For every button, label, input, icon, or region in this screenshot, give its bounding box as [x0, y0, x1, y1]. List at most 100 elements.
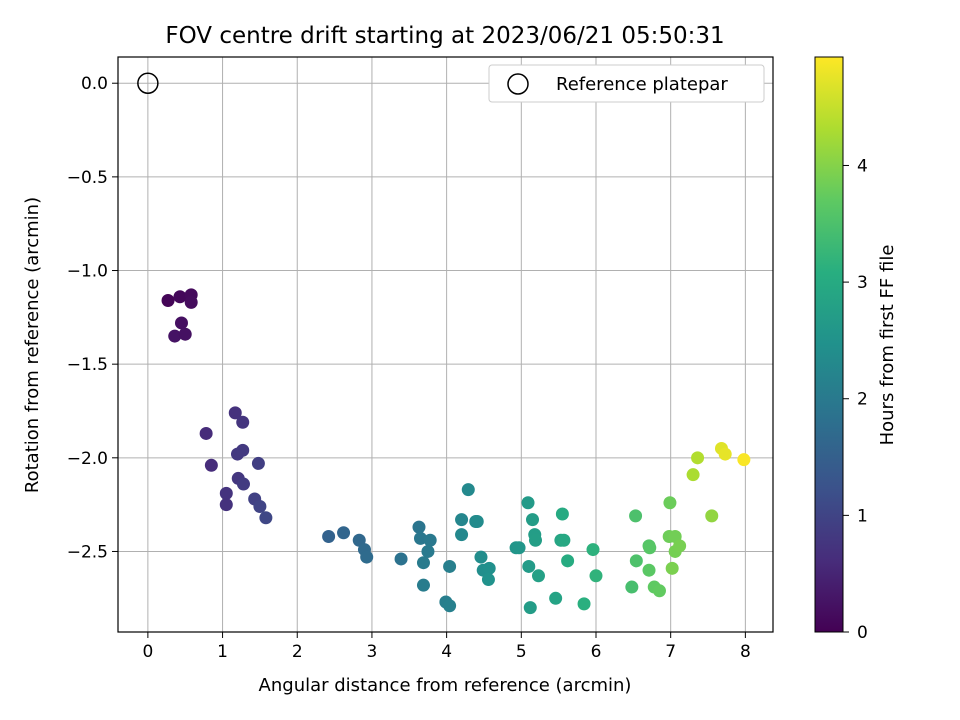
colorbar-tick-label: 3 [857, 273, 868, 293]
data-point [531, 569, 545, 583]
x-tick-label: 1 [217, 642, 228, 662]
colorbar-tick-label: 0 [857, 623, 868, 643]
data-point [173, 290, 187, 304]
data-point [455, 513, 469, 527]
x-tick-label: 6 [591, 642, 602, 662]
data-point [705, 509, 719, 523]
data-point [482, 561, 496, 575]
data-point [236, 443, 250, 457]
data-point [512, 541, 526, 555]
data-point [577, 597, 591, 611]
data-point [184, 295, 198, 309]
data-point [561, 554, 575, 568]
data-point [470, 514, 484, 528]
data-point [481, 573, 495, 587]
data-point [251, 456, 265, 470]
data-point [625, 580, 639, 594]
x-axis: 0 1 2 3 4 5 6 7 8 [142, 632, 751, 662]
data-point [643, 541, 657, 555]
data-point [455, 528, 469, 542]
data-point [557, 533, 571, 547]
data-point [413, 531, 427, 545]
legend-box [488, 64, 765, 103]
data-point [443, 599, 457, 613]
data-point [219, 498, 233, 512]
y-tick-label: −0.5 [67, 168, 108, 188]
y-axis: 0.0 −0.5 −1.0 −1.5 −2.0 −2.5 [67, 74, 118, 562]
legend-label: Reference platepar [556, 74, 728, 95]
data-point [522, 559, 536, 573]
x-tick-label: 8 [740, 642, 751, 662]
chart-title: FOV centre drift starting at 2023/06/21 … [165, 23, 724, 49]
data-point [236, 415, 250, 429]
colorbar-label: Hours from first FF file [877, 245, 898, 446]
x-tick-label: 0 [142, 642, 153, 662]
y-tick-label: 0.0 [81, 74, 108, 94]
colorbar-ticks: 0 1 2 3 4 [843, 156, 868, 643]
data-point [178, 327, 192, 341]
data-point [523, 601, 537, 615]
data-point [228, 406, 242, 420]
data-point [549, 591, 563, 605]
data-point [423, 533, 437, 547]
data-point [691, 451, 705, 465]
data-point [174, 316, 188, 330]
data-point [629, 554, 643, 568]
legend: Reference platepar [488, 64, 765, 103]
x-tick-label: 4 [441, 642, 452, 662]
points-layer [161, 288, 751, 615]
data-point [663, 496, 677, 510]
data-point [416, 578, 430, 592]
data-point [589, 569, 603, 583]
data-point [461, 483, 475, 497]
data-point [526, 513, 540, 527]
x-axis-label: Angular distance from reference (arcmin) [259, 675, 632, 696]
data-point [555, 507, 569, 521]
colorbar-tick-label: 2 [857, 390, 868, 410]
data-point [416, 556, 430, 570]
data-point [718, 447, 732, 461]
data-point [474, 550, 488, 564]
grid [118, 57, 773, 632]
data-point [360, 550, 374, 564]
plot-frame [117, 56, 774, 633]
data-point [337, 526, 351, 540]
reference-point [137, 72, 159, 94]
data-point [253, 500, 267, 514]
data-point [652, 584, 666, 598]
reference-marker [137, 72, 159, 94]
data-point [199, 426, 213, 440]
x-tick-label: 3 [367, 642, 378, 662]
data-point [168, 329, 182, 343]
data-point [219, 486, 233, 500]
data-point [259, 511, 273, 525]
data-point [629, 509, 643, 523]
y-tick-label: −1.5 [67, 355, 108, 375]
data-point [586, 543, 600, 557]
data-point [421, 544, 435, 558]
legend-marker [507, 73, 529, 95]
x-tick-label: 2 [292, 642, 303, 662]
colorbar-gradient [814, 56, 844, 633]
data-point [673, 539, 687, 553]
x-tick-label: 7 [665, 642, 676, 662]
y-tick-label: −2.0 [67, 449, 108, 469]
y-tick-label: −2.5 [67, 542, 108, 562]
data-point [642, 563, 656, 577]
data-point [204, 458, 218, 472]
y-tick-label: −1.0 [67, 262, 108, 282]
data-point [236, 477, 250, 491]
colorbar-tick-label: 1 [857, 506, 868, 526]
data-point [394, 552, 408, 566]
data-point [161, 293, 175, 307]
data-point [737, 453, 751, 467]
data-point [665, 561, 679, 575]
colorbar: 0 1 2 3 4 Hours from first FF file [814, 56, 898, 643]
colorbar-tick-label: 4 [857, 156, 868, 176]
data-point [443, 559, 457, 573]
y-axis-label: Rotation from reference (arcmin) [22, 197, 43, 493]
data-point [528, 533, 542, 547]
data-point [686, 468, 700, 482]
x-tick-label: 5 [516, 642, 527, 662]
